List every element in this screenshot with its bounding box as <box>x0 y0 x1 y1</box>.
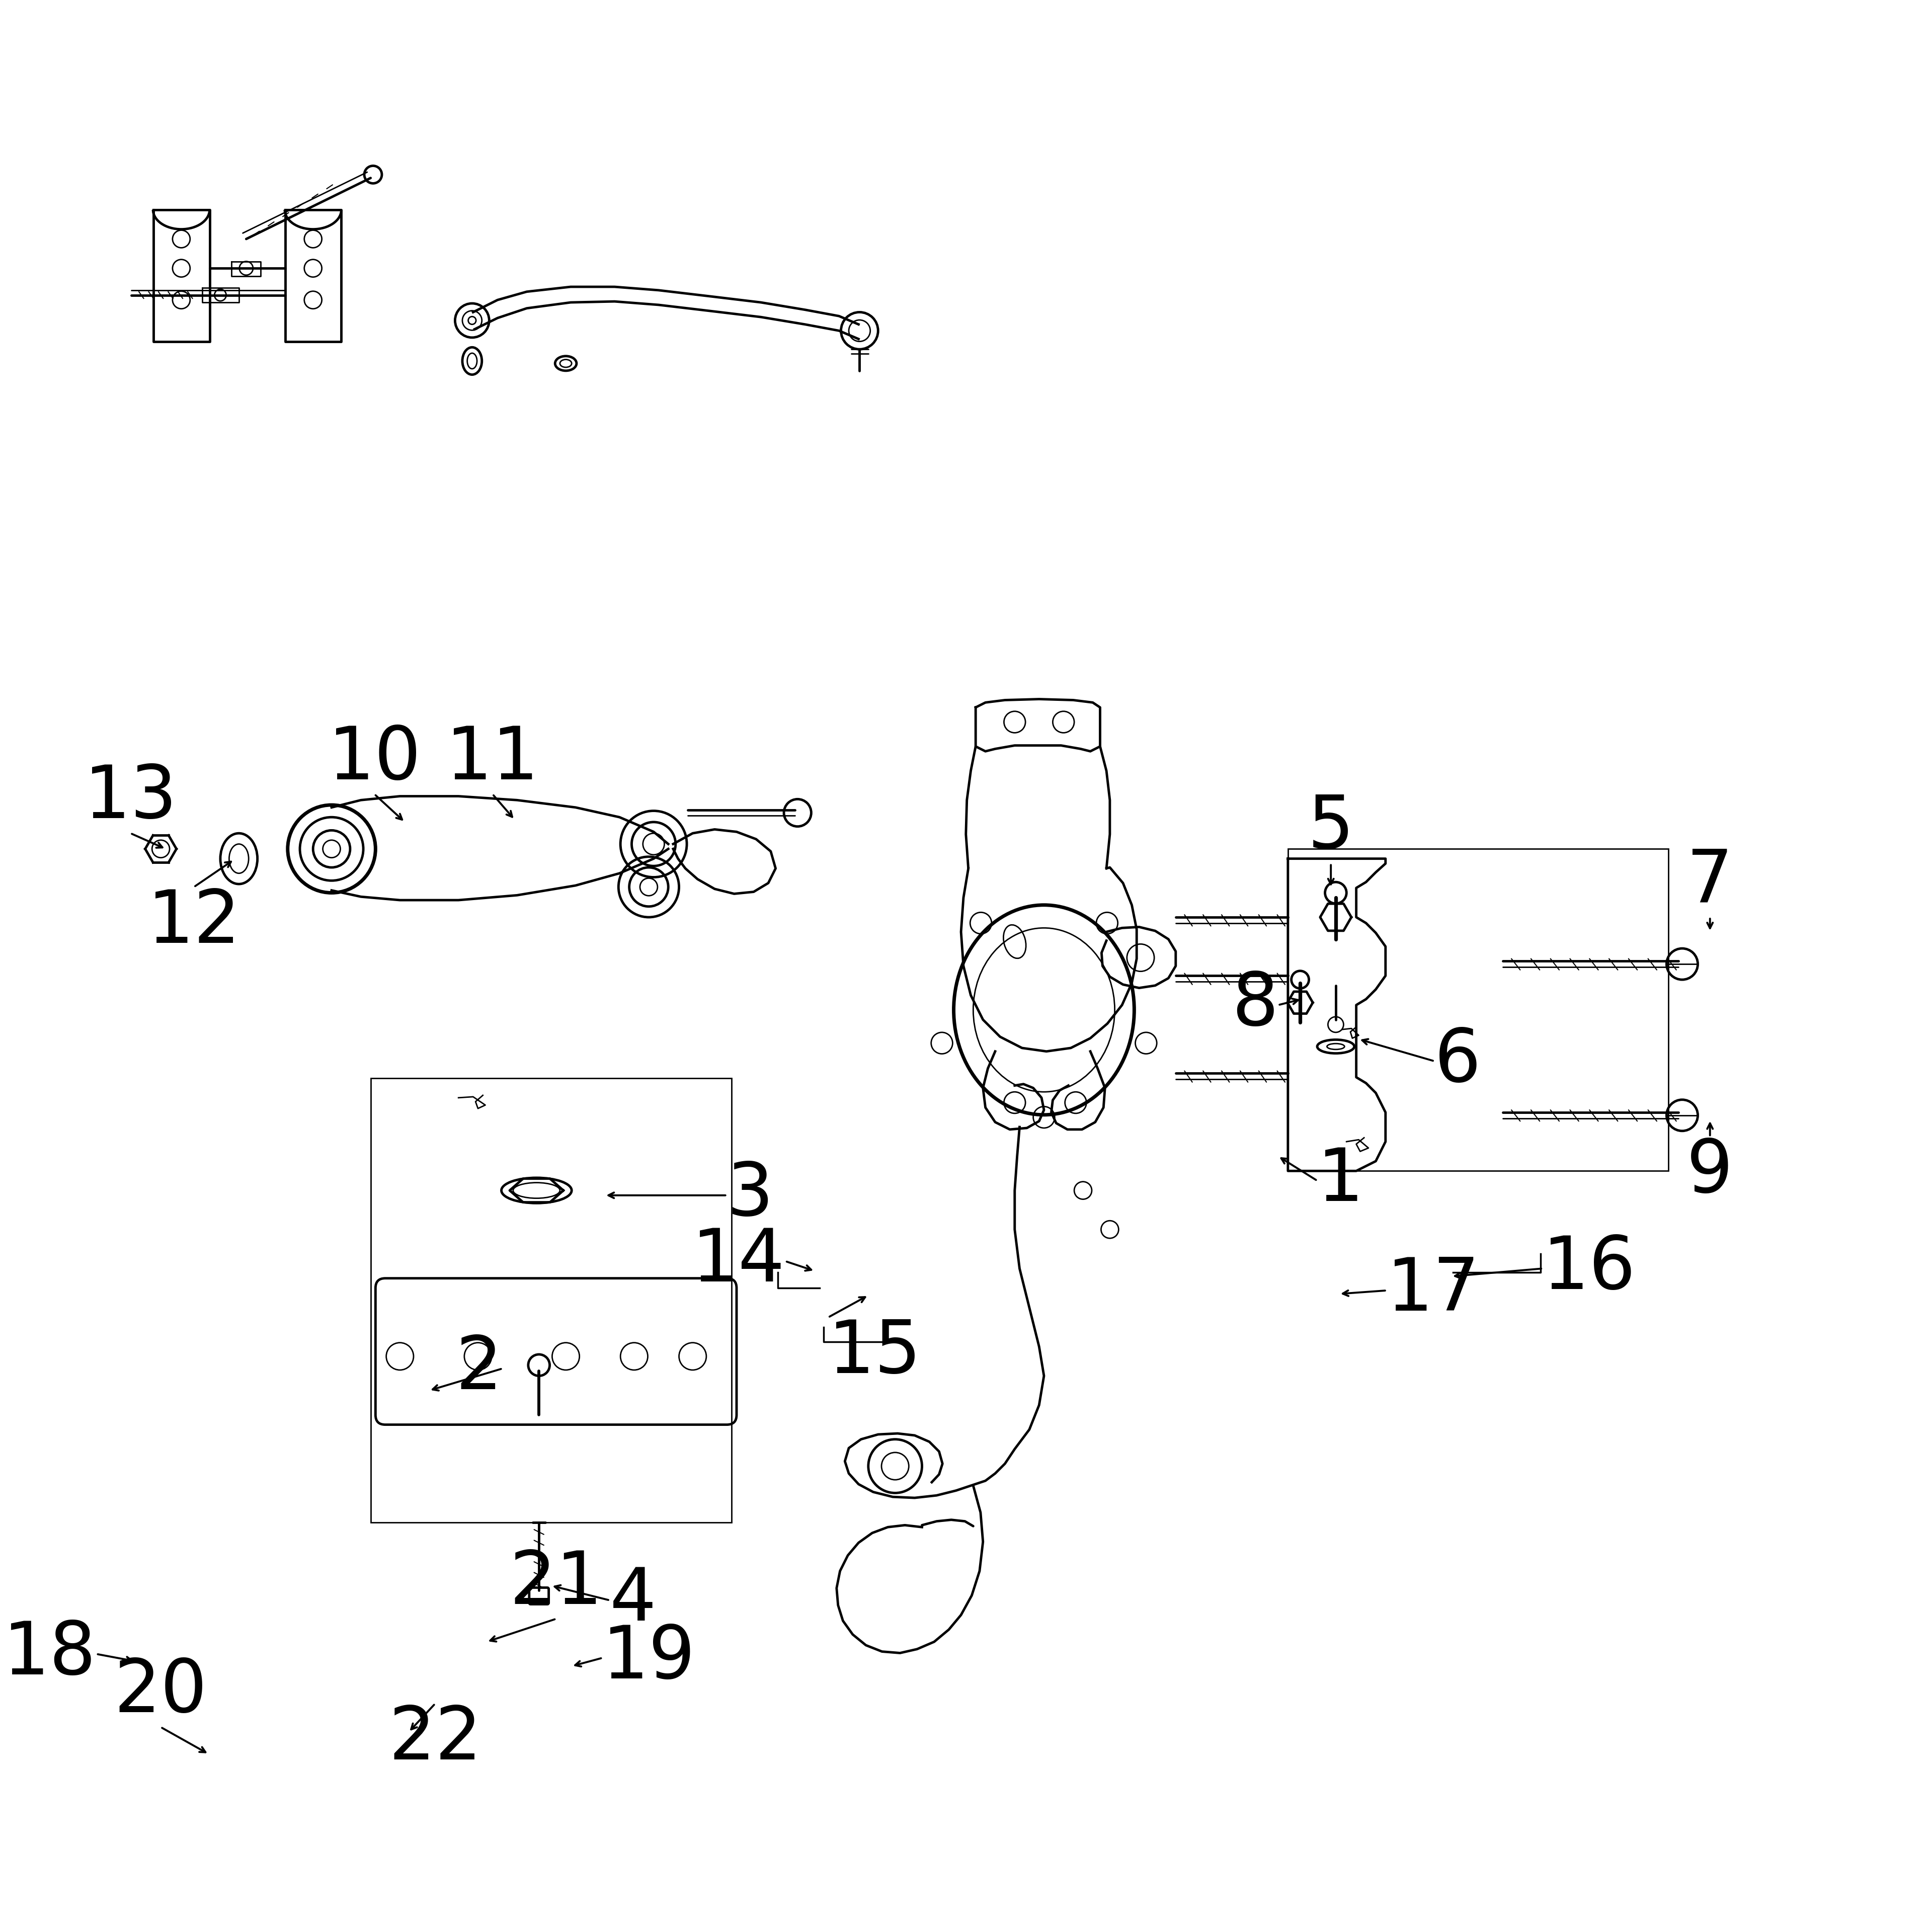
Text: 22: 22 <box>388 1704 481 1776</box>
Text: 9: 9 <box>1687 1136 1733 1208</box>
Text: 14: 14 <box>692 1225 786 1296</box>
Bar <box>371 1078 732 1522</box>
Text: 11: 11 <box>446 723 539 794</box>
Text: 6: 6 <box>1434 1026 1482 1097</box>
Text: 3: 3 <box>726 1159 773 1231</box>
Text: 20: 20 <box>114 1656 207 1727</box>
Text: 13: 13 <box>83 763 178 833</box>
Text: 2: 2 <box>456 1333 502 1405</box>
Text: 5: 5 <box>1308 792 1354 864</box>
Text: 8: 8 <box>1231 970 1279 1041</box>
Bar <box>1289 848 1669 1171</box>
Text: 12: 12 <box>147 887 242 958</box>
Text: 10: 10 <box>328 723 421 794</box>
Text: 1: 1 <box>1318 1146 1364 1215</box>
Text: 15: 15 <box>829 1318 922 1389</box>
Text: 21: 21 <box>510 1548 603 1619</box>
Text: 19: 19 <box>603 1623 696 1692</box>
Text: 17: 17 <box>1387 1256 1480 1325</box>
Text: 16: 16 <box>1542 1233 1636 1304</box>
Text: 7: 7 <box>1687 846 1733 918</box>
Text: 4: 4 <box>611 1565 657 1636</box>
Text: 18: 18 <box>4 1619 97 1689</box>
